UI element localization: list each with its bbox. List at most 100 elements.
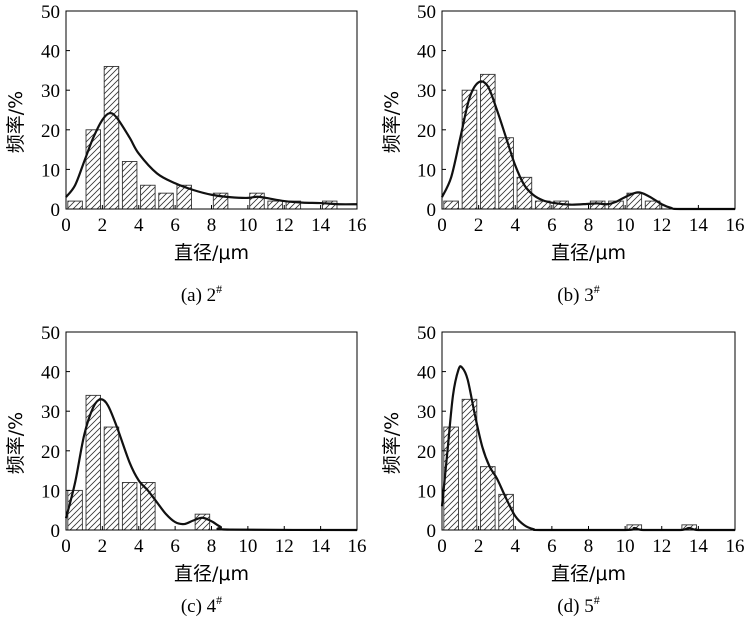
y-axis-label: 频率/% [5, 412, 27, 474]
x-tick-label: 14 [311, 215, 331, 236]
panel-caption-superscript: # [594, 593, 600, 607]
histogram-bar [498, 137, 514, 210]
fit-curve [64, 398, 358, 532]
x-tick-label: 4 [511, 215, 521, 236]
y-tick-label: 30 [417, 81, 436, 102]
histogram-bar [103, 426, 120, 531]
y-tick-label: 20 [41, 121, 60, 142]
x-tick-label: 6 [170, 215, 180, 236]
y-axis-label: 频率/% [381, 412, 403, 474]
histogram-bar [267, 200, 283, 210]
panel-caption: (d) 5# [557, 593, 599, 617]
x-tick-label: 10 [238, 536, 257, 557]
histogram-bar [194, 513, 211, 531]
x-tick-label: 8 [207, 536, 217, 557]
fit-curve [441, 80, 735, 211]
x-tick-label: 0 [61, 215, 71, 236]
histogram-bar [67, 200, 83, 210]
x-tick-label: 10 [616, 536, 635, 557]
y-tick-label: 10 [417, 481, 436, 502]
y-tick-label: 50 [41, 2, 60, 23]
x-tick-label: 2 [474, 536, 484, 557]
y-axis-label: 频率/% [5, 91, 27, 153]
y-tick-label: 10 [41, 481, 60, 502]
histogram-bar [85, 129, 102, 210]
chart-panel-0: 0 2 4 6 8 10 12 14 16 0 10 20 30 40 50 直径/μm 频率/% (a) 2# [5, 2, 367, 306]
x-axis-label: 直径/μm [551, 563, 626, 585]
panel-caption-text: (b) 3 [557, 285, 593, 306]
x-tick-label: 6 [170, 536, 180, 557]
x-axis-label: 直径/μm [174, 563, 249, 585]
y-tick-label: 40 [41, 363, 60, 384]
y-tick-label: 50 [417, 323, 436, 344]
y-tick-label: 40 [417, 42, 436, 63]
fit-curve [65, 112, 358, 206]
y-tick-label: 20 [417, 121, 436, 142]
panel-caption: (c) 4# [181, 593, 222, 617]
y-tick-label: 20 [417, 442, 436, 463]
x-axis-label: 直径/μm [174, 242, 249, 264]
panel-caption-text: (d) 5 [557, 596, 593, 617]
histogram-bar [480, 466, 496, 531]
histogram-bar [67, 489, 83, 531]
histogram-bar [480, 73, 496, 210]
x-tick-label: 16 [726, 215, 745, 236]
chart-panel-3: 0 2 4 6 8 10 12 14 16 0 10 20 30 40 50 直径/μm 频率/% (d) 5# [381, 323, 745, 617]
y-tick-label: 30 [41, 81, 60, 102]
histogram-bar [249, 192, 265, 210]
histogram-bar [121, 161, 138, 210]
x-tick-label: 6 [547, 536, 557, 557]
histogram-bar [516, 176, 533, 210]
y-tick-label: 40 [417, 363, 436, 384]
x-tick-label: 10 [238, 215, 257, 236]
histogram-bar [443, 426, 459, 531]
histogram-bar [158, 192, 174, 210]
x-tick-label: 8 [584, 536, 594, 557]
x-tick-label: 16 [348, 215, 367, 236]
y-tick-label: 40 [41, 42, 60, 63]
y-tick-label: 0 [427, 521, 437, 542]
y-tick-label: 0 [51, 200, 61, 221]
x-tick-label: 12 [652, 215, 671, 236]
panel-caption-superscript: # [216, 593, 222, 607]
chart-panel-2: 0 2 4 6 8 10 12 14 16 0 10 20 30 40 50 直径/μm 频率/% (c) 4# [5, 323, 367, 617]
histogram-bar [461, 89, 478, 210]
x-tick-label: 16 [726, 536, 745, 557]
x-tick-label: 0 [437, 215, 447, 236]
histogram-bar [103, 65, 120, 210]
panel-caption-superscript: # [216, 282, 222, 296]
x-tick-label: 12 [275, 215, 294, 236]
y-tick-label: 50 [41, 323, 60, 344]
histogram-bar [121, 482, 138, 531]
x-tick-label: 0 [61, 536, 71, 557]
x-tick-label: 10 [616, 215, 635, 236]
x-tick-label: 4 [134, 536, 144, 557]
y-tick-label: 20 [41, 442, 60, 463]
x-tick-label: 16 [348, 536, 367, 557]
y-tick-label: 10 [41, 160, 60, 181]
x-tick-label: 6 [547, 215, 557, 236]
x-tick-label: 12 [275, 536, 294, 557]
y-tick-label: 0 [51, 521, 61, 542]
x-tick-label: 8 [584, 215, 594, 236]
x-tick-label: 4 [134, 215, 144, 236]
x-tick-label: 8 [207, 215, 217, 236]
x-tick-label: 12 [652, 536, 671, 557]
y-tick-label: 50 [417, 2, 436, 23]
x-tick-label: 14 [689, 215, 709, 236]
x-tick-label: 4 [511, 536, 521, 557]
panel-caption: (a) 2# [181, 282, 222, 306]
y-tick-label: 30 [417, 402, 436, 423]
histogram-bar [85, 394, 102, 531]
x-tick-label: 14 [689, 536, 709, 557]
chart-panel-1: 0 2 4 6 8 10 12 14 16 0 10 20 30 40 50 直径/μm 频率/% (b) 3# [381, 2, 745, 306]
histogram-bar [461, 398, 478, 531]
x-tick-label: 2 [98, 536, 108, 557]
panel-caption-text: (c) 4 [181, 596, 217, 617]
panel-caption-text: (a) 2 [181, 285, 216, 306]
x-tick-label: 2 [474, 215, 484, 236]
histogram-bar [443, 200, 459, 210]
y-axis-label: 频率/% [381, 91, 403, 153]
y-tick-label: 0 [427, 200, 437, 221]
